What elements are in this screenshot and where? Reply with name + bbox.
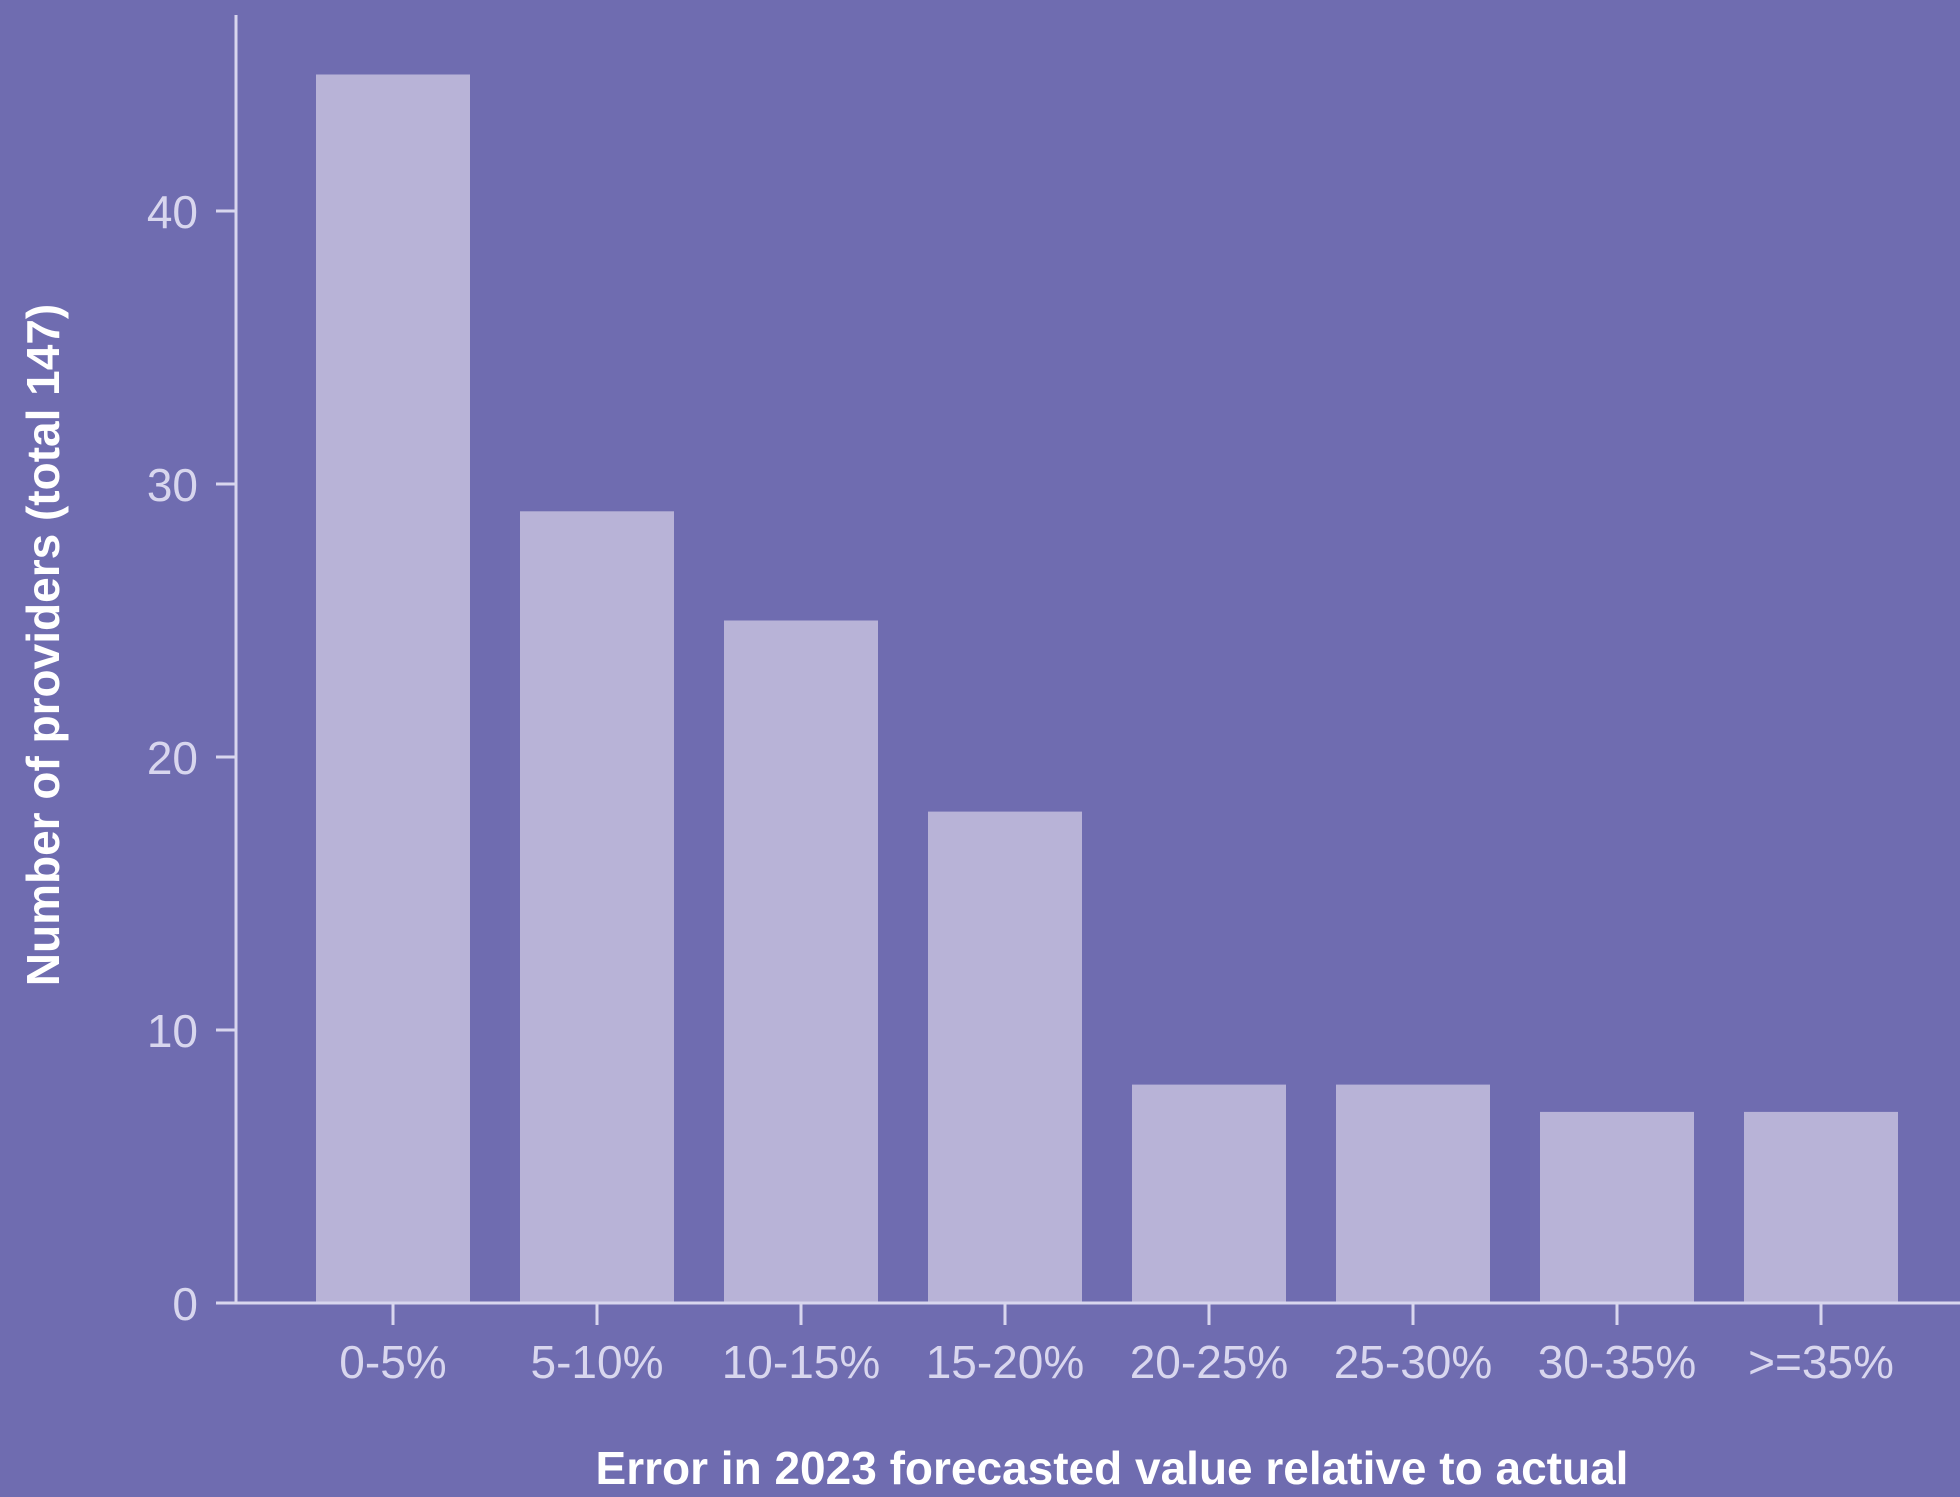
axes-layer bbox=[216, 15, 1960, 1305]
bar-10-15% bbox=[724, 620, 878, 1303]
x-tick-label: 15-20% bbox=[926, 1336, 1085, 1388]
bar-15-20% bbox=[928, 811, 1082, 1303]
bar->=35% bbox=[1744, 1111, 1898, 1303]
y-tick-label: 30 bbox=[147, 459, 198, 511]
y-tick-label: 20 bbox=[147, 732, 198, 784]
x-tick-label: >=35% bbox=[1748, 1336, 1894, 1388]
y-tick-label: 40 bbox=[147, 186, 198, 238]
x-tick-label: 20-25% bbox=[1130, 1336, 1289, 1388]
y-ticks: 0 10 20 30 40 bbox=[147, 186, 236, 1330]
x-tick-label: 0-5% bbox=[339, 1336, 446, 1388]
bar-0-5% bbox=[316, 74, 470, 1303]
x-tick-label: 5-10% bbox=[531, 1336, 664, 1388]
y-tick-label: 0 bbox=[172, 1278, 198, 1330]
x-tick-label: 30-35% bbox=[1538, 1336, 1697, 1388]
y-tick-label: 10 bbox=[147, 1005, 198, 1057]
y-axis-title: Number of providers (total 147) bbox=[17, 304, 69, 986]
x-tick-label: 10-15% bbox=[722, 1336, 881, 1388]
bar-20-25% bbox=[1132, 1084, 1286, 1303]
bar-25-30% bbox=[1336, 1084, 1490, 1303]
bar-30-35% bbox=[1540, 1111, 1694, 1303]
bars-layer bbox=[316, 74, 1898, 1303]
x-axis-title: Error in 2023 forecasted value relative … bbox=[596, 1442, 1629, 1494]
x-tick-label: 25-30% bbox=[1334, 1336, 1493, 1388]
x-ticks: 0-5% 5-10% 10-15% 15-20% 20-25% 25-30% 30-35% >… bbox=[339, 1303, 1894, 1388]
bar-5-10% bbox=[520, 511, 674, 1303]
